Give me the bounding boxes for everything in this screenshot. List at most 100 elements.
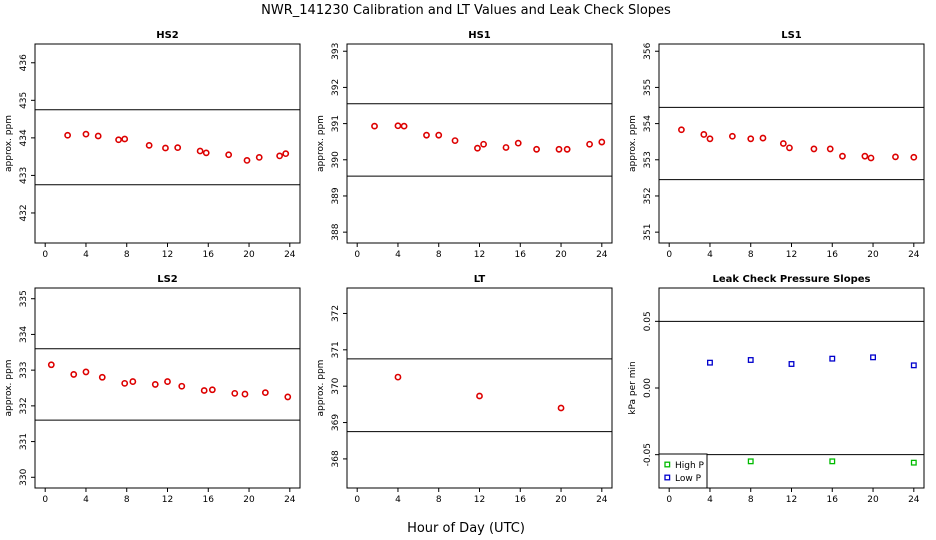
- data-point: [707, 359, 713, 366]
- x-tick-label: 0: [666, 250, 672, 260]
- y-axis-label: approx. ppm: [4, 360, 14, 417]
- y-axis-label: kPa per min: [628, 361, 638, 414]
- data-point: [586, 140, 593, 148]
- panel-title: LT: [474, 274, 486, 285]
- legend-label: Low P: [675, 474, 702, 484]
- data-point: [829, 458, 836, 465]
- data-point: [870, 354, 876, 361]
- y-tick-label: 434: [19, 129, 29, 146]
- x-tick-label: 16: [515, 250, 527, 260]
- data-point: [533, 145, 540, 153]
- data-point: [178, 382, 186, 390]
- data-point: [145, 141, 153, 149]
- legend-label: High P: [675, 461, 705, 471]
- y-tick-label: 334: [19, 326, 29, 343]
- data-point: [70, 371, 78, 378]
- y-axis-label: approx. ppm: [316, 360, 326, 417]
- data-point: [47, 361, 55, 369]
- data-point: [151, 381, 159, 388]
- plot-frame: [346, 287, 613, 489]
- legend-swatch: [664, 461, 671, 468]
- chart-panels: HS2 0 4 8 12 16 20 24 432 433 434 435 436 approx. ppm…: [4, 30, 925, 505]
- plot-frame: [346, 43, 613, 244]
- x-tick-label: 8: [124, 495, 130, 505]
- data-point: [82, 368, 90, 376]
- data-point: [867, 154, 875, 162]
- data-point: [788, 361, 795, 367]
- data-point: [164, 378, 171, 385]
- x-tick-label: 0: [666, 495, 672, 505]
- y-tick-label: 392: [331, 79, 341, 96]
- y-tick-label: 393: [331, 43, 341, 60]
- y-tick-label: 351: [643, 224, 653, 241]
- data-point: [255, 153, 263, 161]
- y-tick-label: 356: [643, 42, 653, 59]
- x-tick-label: 20: [867, 250, 879, 260]
- y-tick-label: 388: [331, 223, 341, 240]
- plot-frame: [34, 287, 301, 489]
- data-point: [276, 152, 284, 160]
- y-tick-label: 0.00: [643, 378, 653, 398]
- y-tick-label: 391: [331, 115, 341, 132]
- y-axis-label: approx. ppm: [628, 115, 638, 172]
- data-point: [371, 122, 378, 130]
- data-point: [261, 389, 269, 397]
- y-tick-label: 436: [19, 54, 29, 71]
- data-point: [202, 149, 210, 157]
- plot-frame: [658, 43, 925, 244]
- data-point: [241, 390, 249, 398]
- data-point: [747, 458, 754, 465]
- y-tick-label: 369: [331, 414, 341, 431]
- x-tick-label: 12: [162, 495, 173, 505]
- data-point: [514, 139, 522, 147]
- data-point: [98, 373, 106, 381]
- x-tick-label: 0: [354, 495, 360, 505]
- data-point: [555, 145, 563, 153]
- data-point: [700, 131, 708, 138]
- figure-title: NWR_141230 Calibration and LT Values and…: [261, 3, 671, 18]
- x-tick-label: 24: [596, 495, 608, 505]
- data-point: [82, 130, 90, 138]
- panel-2: HS1 0 4 8 12 16 20 24 388 389 390 391 392 393 approx. …: [316, 30, 613, 260]
- data-point: [121, 135, 129, 143]
- data-point: [115, 136, 122, 144]
- data-point: [231, 389, 239, 397]
- x-tick-label: 16: [203, 250, 215, 260]
- x-tick-label: 20: [555, 495, 567, 505]
- x-tick-label: 8: [436, 250, 442, 260]
- data-point: [435, 131, 443, 139]
- x-tick-label: 24: [596, 250, 608, 260]
- x-tick-label: 16: [827, 250, 839, 260]
- x-tick-label: 8: [124, 250, 130, 260]
- data-point: [861, 152, 869, 160]
- x-tick-label: 16: [827, 495, 839, 505]
- data-point: [174, 144, 182, 152]
- legend: High P Low P: [658, 453, 708, 489]
- x-tick-label: 16: [203, 495, 215, 505]
- panel-title: HS1: [468, 30, 491, 41]
- y-axis-label: approx. ppm: [4, 115, 14, 172]
- data-point: [786, 144, 793, 152]
- x-tick-label: 4: [707, 250, 713, 260]
- data-point: [502, 144, 510, 151]
- data-point: [196, 147, 204, 155]
- panel-5: LT 0 4 8 12 16 20 24 368 369 370 371 372 approx. ppm: [316, 274, 613, 505]
- x-tick-label: 20: [867, 495, 879, 505]
- data-point: [474, 144, 481, 152]
- data-point: [839, 152, 846, 160]
- x-tick-label: 12: [786, 495, 797, 505]
- x-tick-label: 0: [42, 250, 48, 260]
- data-point: [423, 131, 430, 139]
- x-tick-label: 8: [748, 250, 754, 260]
- x-tick-label: 4: [707, 495, 713, 505]
- plot-frame: [34, 43, 301, 244]
- data-point: [64, 131, 72, 139]
- y-tick-label: 330: [19, 468, 29, 485]
- y-axis-label: approx. ppm: [316, 115, 326, 172]
- data-point: [282, 150, 290, 158]
- panel-title: Leak Check Pressure Slopes: [713, 274, 871, 285]
- x-tick-label: 4: [395, 250, 401, 260]
- figure-x-axis-label: Hour of Day (UTC): [407, 521, 525, 536]
- panel-1: HS2 0 4 8 12 16 20 24 432 433 434 435 436 approx. ppm: [4, 30, 301, 260]
- y-tick-label: 352: [643, 187, 653, 204]
